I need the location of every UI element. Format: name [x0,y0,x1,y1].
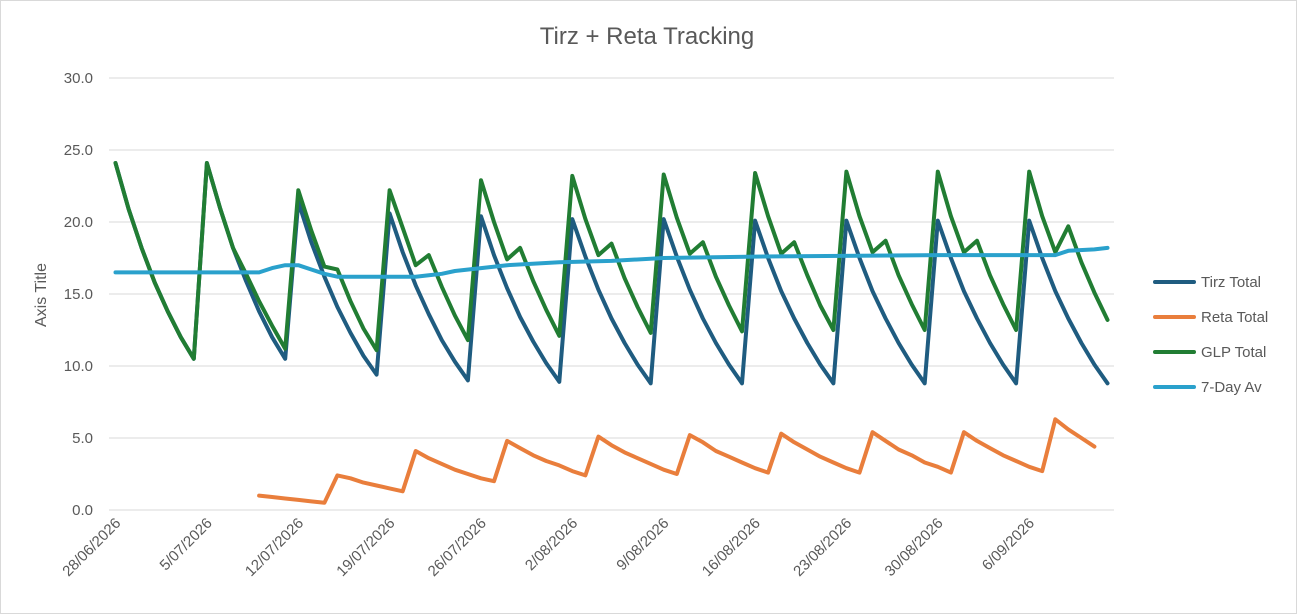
gridlines [109,77,1114,511]
y-axis-tick-labels: 0.0 5.0 10.0 15.0 20.0 25.0 30.0 [64,70,93,519]
x-axis-tick-labels: 28/06/2026 5/07/2026 12/07/2026 19/07/2026 2… [59,515,1038,580]
legend-label: Reta Total [1201,309,1268,326]
y-tick-label: 20.0 [64,214,93,231]
x-tick-label: 2/08/2026 [522,515,581,574]
y-axis-title: Axis Title [33,263,50,327]
x-tick-label: 16/08/2026 [699,515,764,580]
x-tick-label: 28/06/2026 [59,515,124,580]
series-line-tirz-total [113,161,1110,386]
x-tick-label: 19/07/2026 [333,515,398,580]
y-tick-label: 15.0 [64,286,93,303]
y-tick-label: 30.0 [64,70,93,87]
legend-item-reta-total: Reta Total [1153,309,1268,326]
x-tick-label: 6/09/2026 [979,515,1038,574]
x-tick-label: 9/08/2026 [613,515,672,574]
legend-label: 7-Day Av [1201,379,1262,396]
y-tick-label: 25.0 [64,142,93,159]
y-tick-label: 5.0 [72,430,93,447]
legend: Tirz Total Reta Total GLP Total 7-Day Av [1153,274,1268,396]
legend-label: GLP Total [1201,344,1266,361]
series-line-reta-total [257,417,1097,505]
x-tick-label: 26/07/2026 [425,515,490,580]
series-lines [113,161,1110,505]
legend-label: Tirz Total [1201,274,1261,291]
x-tick-label: 30/08/2026 [882,515,947,580]
chart-title: Tirz + Reta Tracking [540,23,755,50]
series-line-7-day-av [113,245,1110,279]
series-line-glp-total [113,161,1110,361]
x-tick-label: 5/07/2026 [157,515,216,574]
x-tick-label: 23/08/2026 [790,515,855,580]
legend-item-glp-total: GLP Total [1153,344,1266,361]
legend-item-7-day-av: 7-Day Av [1153,379,1262,396]
y-tick-label: 10.0 [64,358,93,375]
legend-item-tirz-total: Tirz Total [1153,274,1261,291]
y-tick-label: 0.0 [72,502,93,519]
x-tick-label: 12/07/2026 [242,515,307,580]
